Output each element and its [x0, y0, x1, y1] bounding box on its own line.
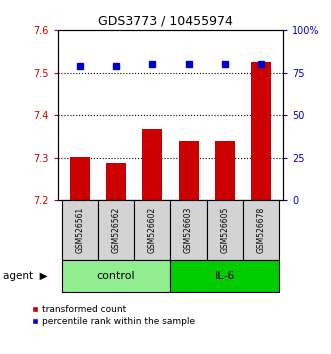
FancyBboxPatch shape [62, 260, 170, 292]
FancyBboxPatch shape [134, 200, 170, 260]
Text: GSM526603: GSM526603 [184, 207, 193, 253]
Text: GSM526605: GSM526605 [220, 207, 229, 253]
FancyBboxPatch shape [170, 260, 279, 292]
Text: agent  ▶: agent ▶ [3, 271, 48, 281]
FancyBboxPatch shape [243, 200, 279, 260]
FancyBboxPatch shape [98, 200, 134, 260]
Text: GSM526562: GSM526562 [112, 207, 120, 253]
Bar [70, 157, 90, 200]
Text: GSM526602: GSM526602 [148, 207, 157, 253]
Text: GSM526678: GSM526678 [257, 207, 266, 253]
Text: GDS3773 / 10455974: GDS3773 / 10455974 [98, 14, 233, 27]
Text: control: control [97, 271, 135, 281]
Text: GSM526561: GSM526561 [75, 207, 84, 253]
Text: IL-6: IL-6 [215, 271, 235, 281]
FancyBboxPatch shape [62, 200, 98, 260]
Bar [106, 164, 126, 200]
Bar [215, 141, 235, 200]
Bar [142, 129, 162, 200]
Bar [251, 62, 271, 200]
Legend: transformed count, percentile rank within the sample: transformed count, percentile rank withi… [31, 306, 195, 326]
Bar [179, 141, 199, 200]
FancyBboxPatch shape [170, 200, 207, 260]
FancyBboxPatch shape [207, 200, 243, 260]
